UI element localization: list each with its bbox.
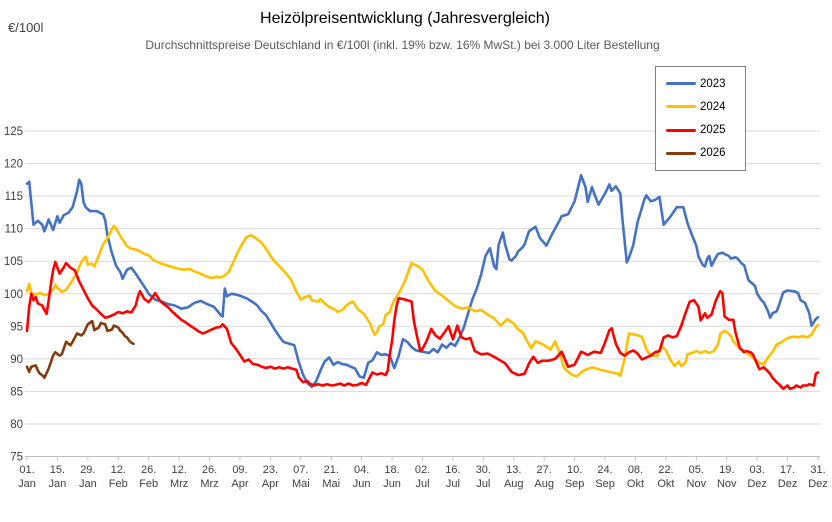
x-tick-label-day: 10.	[567, 464, 582, 476]
series-line-2025	[25, 260, 820, 391]
x-tick-label-day: 22.	[658, 464, 673, 476]
legend-item-2024: 2024	[656, 101, 745, 113]
x-tick-label-day: 24.	[597, 464, 612, 476]
y-tick-label-120: 120	[4, 159, 23, 171]
legend-label-2023: 2023	[700, 77, 726, 90]
x-tick-label-month: Feb	[109, 478, 128, 490]
x-tick-label-month: Sep	[595, 478, 615, 490]
series-line-2026	[25, 319, 135, 380]
x-tick-label-day: 12.	[171, 464, 186, 476]
x-tick-label-month: Mrz	[170, 478, 188, 490]
x-tick-label-month: Mrz	[200, 478, 218, 490]
x-tick-label-day: 21.	[324, 464, 339, 476]
y-tick-label-75: 75	[10, 452, 23, 464]
x-tick-label-day: 29.	[80, 464, 95, 476]
x-tick-label-month: Jan	[49, 478, 67, 490]
x-tick-label-month: Okt	[657, 478, 674, 490]
x-tick-label-month: Dez	[747, 478, 767, 490]
y-tick-label-105: 105	[4, 256, 23, 268]
x-tick-label-month: Jan	[18, 478, 36, 490]
legend-swatch-2024	[666, 105, 696, 109]
x-tick-label-day: 30.	[476, 464, 491, 476]
x-tick-label-month: Aug	[504, 478, 524, 490]
x-tick-label-month: Mai	[322, 478, 340, 490]
x-tick-label-month: Jan	[79, 478, 97, 490]
x-tick-label-month: Nov	[717, 478, 737, 490]
x-tick-label-day: 18.	[384, 464, 399, 476]
x-tick-label-month: Okt	[627, 478, 644, 490]
chart-subtitle: Durchschnittspreise Deutschland in €/100…	[145, 38, 660, 52]
x-tick-label-day: 12.	[111, 464, 126, 476]
x-tick-label-day: 19.	[719, 464, 734, 476]
x-tick-label-month: Apr	[262, 478, 279, 490]
x-tick-label-day: 23.	[263, 464, 278, 476]
x-tick-label-day: 03.	[750, 464, 765, 476]
x-tick-label-month: Feb	[139, 478, 158, 490]
x-tick-label-day: 15.	[50, 464, 65, 476]
x-tick-label-day: 27.	[537, 464, 552, 476]
x-tick-label-month: Dez	[808, 478, 828, 490]
legend-swatch-2025	[666, 128, 696, 132]
x-tick-label-month: Jul	[446, 478, 460, 490]
y-tick-label-90: 90	[10, 354, 23, 366]
y-tick-label-110: 110	[5, 224, 23, 236]
x-tick-label-month: Apr	[231, 478, 248, 490]
x-tick-label-month: Jul	[415, 478, 429, 490]
x-tick-label-month: Nov	[687, 478, 707, 490]
y-axis-unit-label: €/100l	[8, 20, 44, 35]
y-tick-label-85: 85	[10, 386, 23, 398]
x-tick-label-day: 05.	[689, 464, 704, 476]
y-tick-label-80: 80	[10, 419, 23, 431]
x-tick-label-day: 13.	[506, 464, 521, 476]
x-tick-label-month: Sep	[565, 478, 585, 490]
y-tick-label-115: 115	[5, 191, 23, 203]
x-tick-label-day: 09.	[232, 464, 247, 476]
legend-item-2025: 2025	[656, 124, 745, 136]
x-tick-label-day: 31.	[810, 464, 825, 476]
legend-label-2026: 2026	[700, 147, 726, 160]
y-tick-label-125: 125	[4, 126, 23, 138]
series-line-2024	[25, 224, 820, 378]
x-tick-label-day: 26.	[141, 464, 156, 476]
chart-title: Heizölpreisentwicklung (Jahresvergleich)	[260, 10, 550, 27]
x-tick-label-day: 07.	[293, 464, 308, 476]
x-tick-label-day: 01.	[19, 464, 34, 476]
legend-label-2024: 2024	[700, 100, 726, 113]
x-tick-label-month: Aug	[534, 478, 554, 490]
x-tick-label-day: 16.	[445, 464, 460, 476]
legend: 2023 2024 2025 2026	[655, 66, 746, 171]
y-tick-label-95: 95	[10, 321, 23, 333]
legend-label-2025: 2025	[700, 124, 726, 137]
x-tick-label-day: 04.	[354, 464, 369, 476]
x-tick-label-day: 08.	[628, 464, 643, 476]
x-tick-label-day: 17.	[780, 464, 795, 476]
x-tick-label-month: Mai	[292, 478, 310, 490]
legend-swatch-2023	[666, 82, 696, 86]
x-tick-label-month: Dez	[778, 478, 798, 490]
x-tick-label-month: Jun	[353, 478, 371, 490]
legend-swatch-2026	[666, 151, 696, 155]
x-tick-label-day: 26.	[202, 464, 217, 476]
legend-item-2023: 2023	[656, 78, 745, 90]
series-line-2023	[25, 174, 820, 389]
x-tick-label-day: 02.	[415, 464, 430, 476]
x-tick-label-month: Jul	[476, 478, 490, 490]
y-tick-label-100: 100	[4, 289, 23, 301]
legend-item-2026: 2026	[656, 147, 745, 159]
x-tick-label-month: Jun	[383, 478, 401, 490]
